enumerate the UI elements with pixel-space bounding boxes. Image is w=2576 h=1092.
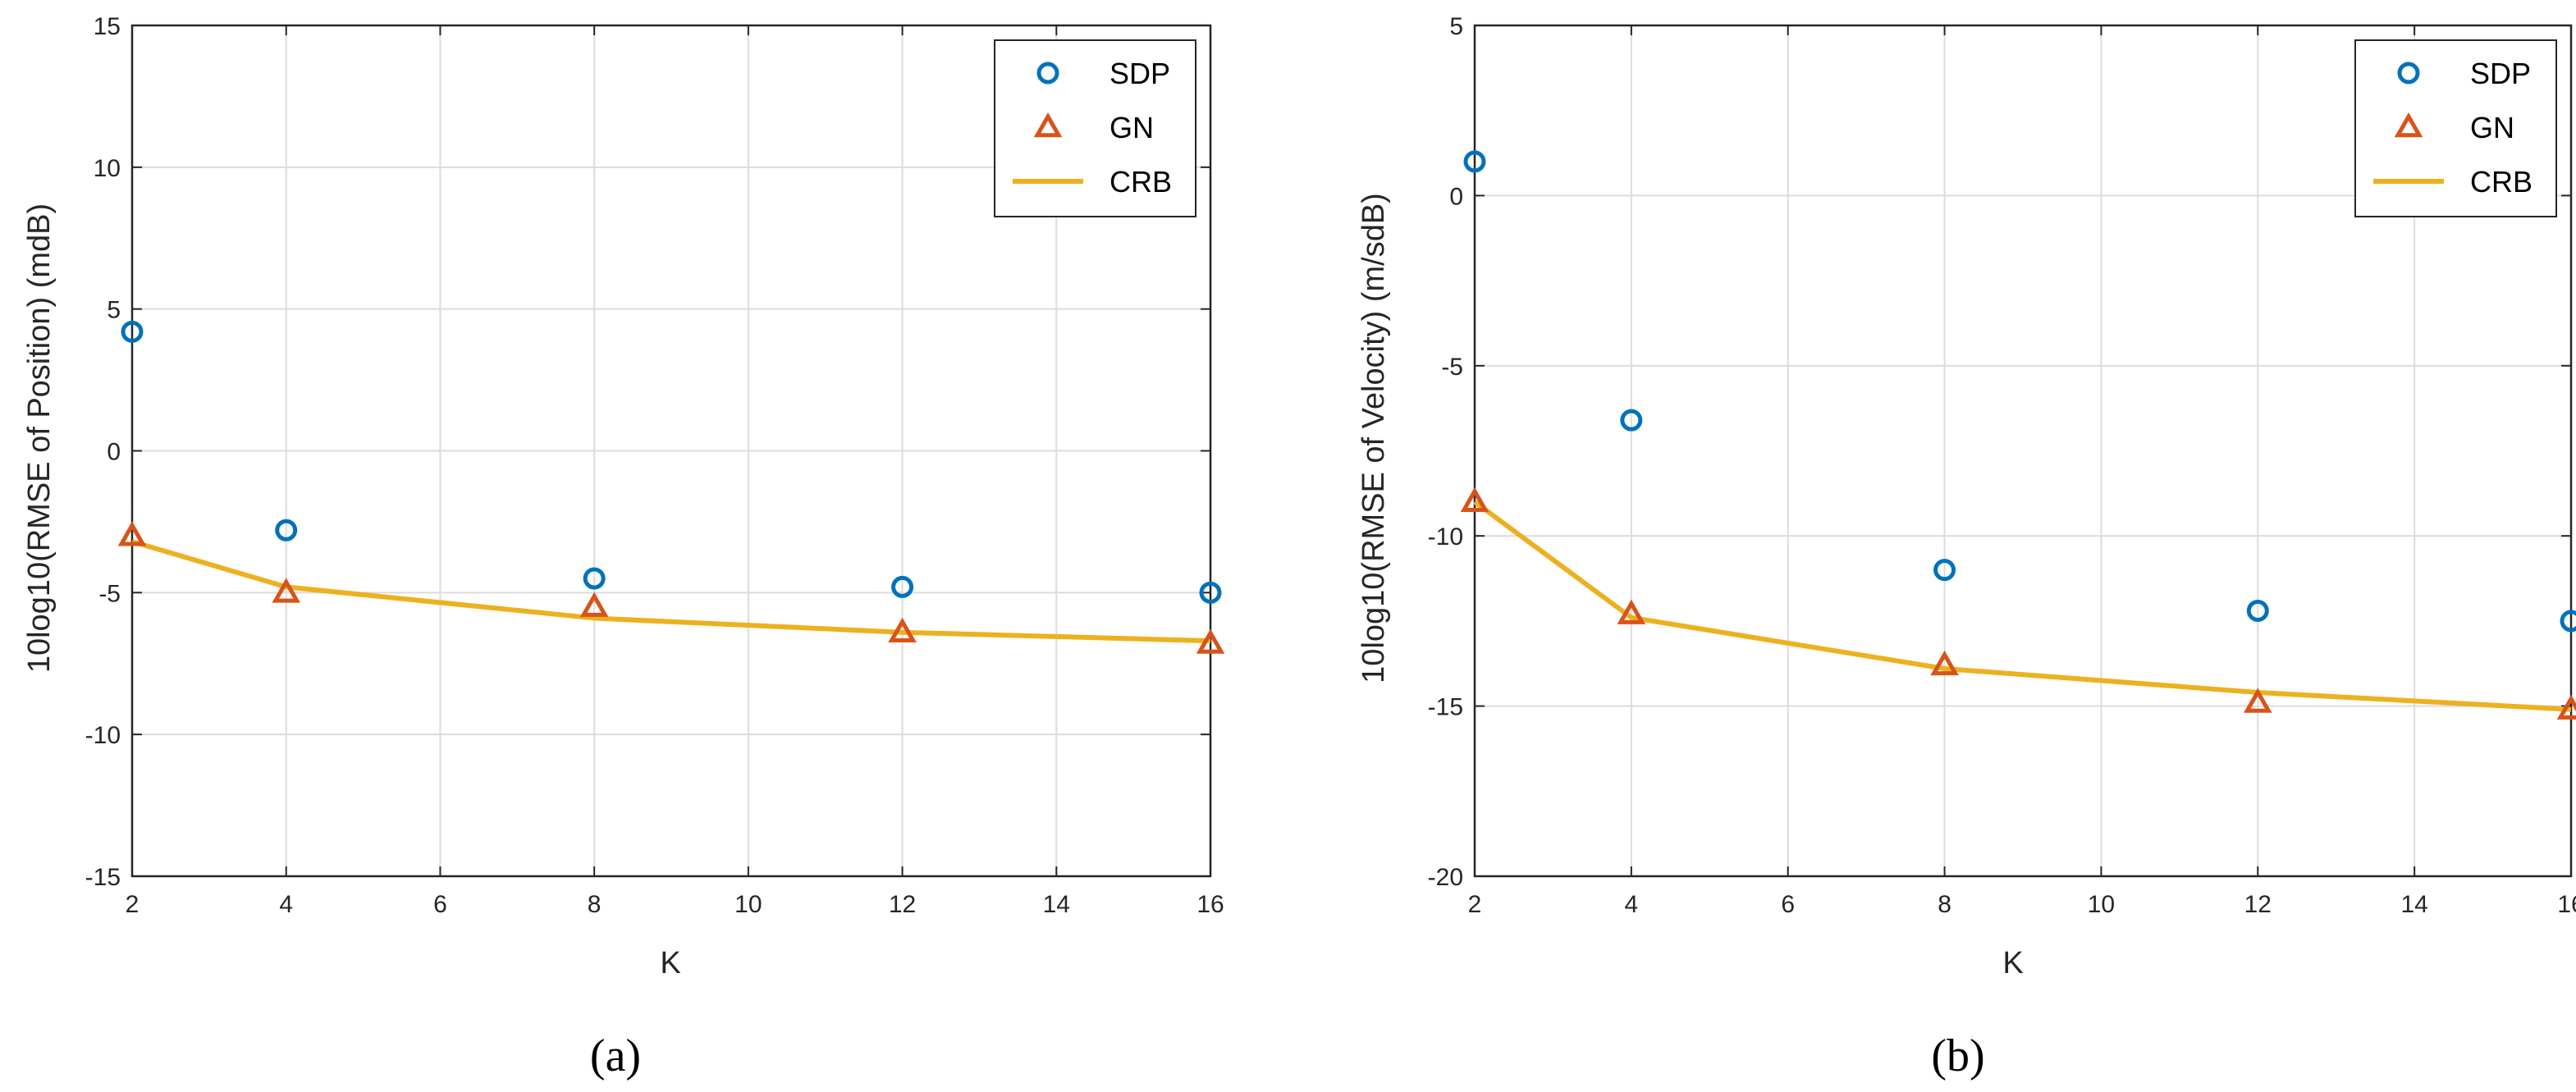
legend-sdp-marker bbox=[2397, 62, 2420, 85]
sdp-point bbox=[1933, 559, 1956, 582]
x-axis-label: K bbox=[2002, 946, 2023, 980]
y-tick-label: -10 bbox=[1428, 523, 1463, 551]
y-axis-label: 10log10(RMSE of Velocity) (m/sdB) bbox=[1357, 193, 1391, 683]
y-tick-label: 0 bbox=[1449, 183, 1463, 210]
y-tick-label: 10 bbox=[94, 155, 121, 182]
gn-point bbox=[579, 592, 609, 617]
gn-point bbox=[888, 617, 917, 642]
legend-box bbox=[994, 39, 1196, 217]
legend-label: GN bbox=[1110, 111, 1154, 144]
chart-panel-a: 2 4 6 8 10 12 14 16 -15 -10 -5 0 5 10 15 SDP GN CRB K 10l… bbox=[22, 13, 1225, 1081]
x-tick-label: 16 bbox=[1196, 891, 1224, 918]
sdp-point bbox=[1199, 581, 1222, 604]
gn-point bbox=[1460, 487, 1489, 512]
plot-area: 2 4 6 8 10 12 14 16 -20 -15 -10 -5 0 5 SDP GN CRB bbox=[1428, 13, 2576, 918]
sdp-point bbox=[121, 320, 144, 343]
x-tick-label: 10 bbox=[734, 891, 762, 918]
legend-sdp-marker bbox=[1036, 62, 1059, 85]
gn-point bbox=[1930, 650, 1959, 676]
y-tick-label: 5 bbox=[107, 297, 121, 324]
x-tick-label: 12 bbox=[889, 891, 916, 918]
y-tick-label: -10 bbox=[85, 722, 121, 749]
panel-caption: (b) bbox=[1931, 1030, 1984, 1081]
sdp-point bbox=[1620, 409, 1643, 432]
legend-label: SDP bbox=[1110, 57, 1170, 90]
x-tick-label: 14 bbox=[1043, 891, 1070, 918]
gn-point bbox=[1617, 599, 1646, 624]
sdp-point bbox=[275, 519, 298, 541]
x-tick-label: 2 bbox=[1468, 891, 1482, 918]
legend-label: CRB bbox=[2470, 165, 2533, 199]
y-tick-label: 0 bbox=[107, 439, 121, 466]
axes-box bbox=[1473, 24, 2573, 878]
x-axis-label: K bbox=[660, 946, 680, 980]
x-tick-label: 10 bbox=[2088, 891, 2115, 918]
x-tick-label: 6 bbox=[1781, 891, 1795, 918]
x-tick-label: 2 bbox=[126, 891, 140, 918]
y-axis-label: 10log10(RMSE of Position) (mdB) bbox=[22, 203, 57, 673]
crb-line bbox=[131, 539, 1211, 644]
sdp-point bbox=[891, 575, 914, 598]
gn-point bbox=[117, 521, 147, 546]
data-series bbox=[1460, 150, 2576, 720]
gn-point bbox=[1196, 628, 1225, 654]
sdp-point bbox=[2560, 610, 2576, 633]
y-tick-label: 15 bbox=[94, 13, 121, 40]
y-tick-label: 5 bbox=[1449, 13, 1463, 40]
x-tick-label: 6 bbox=[433, 891, 447, 918]
panel-caption: (a) bbox=[590, 1030, 641, 1081]
x-tick-label: 16 bbox=[2557, 891, 2576, 918]
data-series bbox=[117, 320, 1225, 654]
x-tick-label: 4 bbox=[1625, 891, 1639, 918]
gn-point bbox=[272, 578, 301, 603]
plot-area: 2 4 6 8 10 12 14 16 -15 -10 -5 0 5 10 15 SDP GN CRB bbox=[85, 13, 1225, 918]
x-tick-label: 12 bbox=[2244, 891, 2272, 918]
gn-point bbox=[2243, 688, 2272, 713]
sdp-point bbox=[1463, 150, 1486, 173]
x-tick-label: 8 bbox=[588, 891, 602, 918]
legend-gn-marker bbox=[1033, 112, 1063, 138]
y-tick-label: -20 bbox=[1428, 864, 1463, 891]
sdp-point bbox=[583, 567, 606, 590]
chart-panel-b: 2 4 6 8 10 12 14 16 -20 -15 -10 -5 0 5 SDP GN CRB K 10lo… bbox=[1357, 13, 2576, 1081]
crb-line bbox=[1473, 500, 2572, 712]
legend-label: SDP bbox=[2470, 57, 2531, 90]
x-tick-label: 14 bbox=[2400, 891, 2427, 918]
y-tick-label: -15 bbox=[85, 864, 121, 891]
y-tick-label: -5 bbox=[98, 580, 121, 607]
legend-gn-marker bbox=[2394, 112, 2423, 138]
x-tick-label: 8 bbox=[1938, 891, 1951, 918]
sdp-point bbox=[2246, 599, 2269, 622]
gn-point bbox=[2556, 694, 2576, 720]
y-tick-label: -5 bbox=[1441, 354, 1463, 381]
x-tick-label: 4 bbox=[279, 891, 293, 918]
legend-box bbox=[2354, 39, 2557, 217]
legend: SDP GN CRB bbox=[994, 39, 1196, 217]
legend-label: CRB bbox=[1110, 165, 1172, 199]
legend: SDP GN CRB bbox=[2354, 39, 2557, 217]
y-tick-label: -15 bbox=[1428, 694, 1463, 721]
legend-label: GN bbox=[2470, 111, 2514, 144]
